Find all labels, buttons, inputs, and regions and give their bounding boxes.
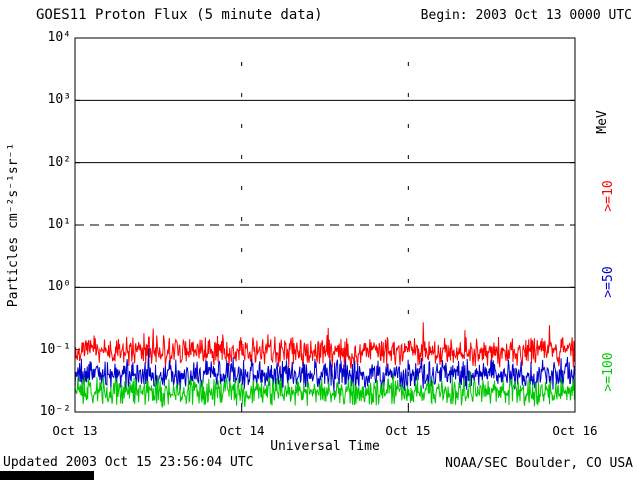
y-tick-1e3: 10³ [47,92,71,107]
x-axis-label: Universal Time [270,439,380,454]
flux-trace->=100 [75,371,575,408]
y-tick-1e-1: 10⁻¹ [39,342,71,357]
chart-title: GOES11 Proton Flux (5 minute data) [36,7,323,23]
x-tick-oct14: Oct 14 [219,423,265,438]
y-tick-1e-2: 10⁻² [39,404,71,419]
plot-border [74,37,576,413]
source-credit: NOAA/SEC Boulder, CO USA [445,456,633,471]
right-label-2: >=100 [601,352,616,392]
y-tick-1e0: 10⁰ [47,279,71,294]
right-label-0: >=10 [601,180,616,212]
bottom-black-bar [0,471,94,480]
right-axis-unit-label: MeV [595,110,610,134]
y-tick-1e2: 10² [47,155,71,170]
y-tick-1e4: 10⁴ [47,30,71,45]
x-tick-oct16: Oct 16 [552,423,598,438]
updated-timestamp: Updated 2003 Oct 15 23:56:04 UTC [3,455,254,470]
y-tick-1e1: 10¹ [47,217,71,232]
x-tick-oct15: Oct 15 [385,423,431,438]
right-label-1: >=50 [601,266,616,298]
x-tick-oct13: Oct 13 [52,423,98,438]
begin-timestamp: Begin: 2003 Oct 13 0000 UTC [420,8,632,23]
y-axis-label: Particles cm⁻²s⁻¹sr⁻¹ [6,142,21,308]
flux-trace->=10 [75,322,575,369]
